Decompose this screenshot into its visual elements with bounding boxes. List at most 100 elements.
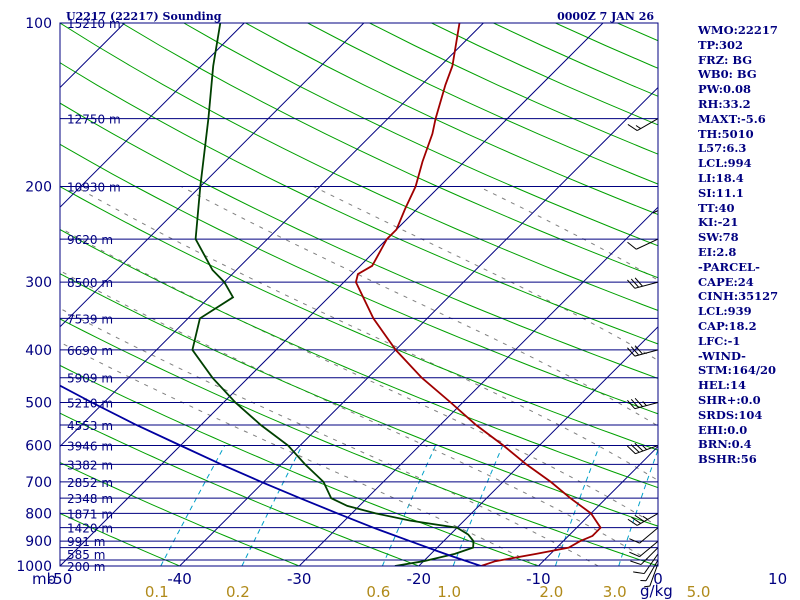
temperature-profile-line — [354, 23, 602, 566]
pressure-tick-label: 800 — [25, 506, 52, 522]
height-label: 8500 m — [67, 276, 113, 290]
sounding-profiles — [60, 23, 602, 566]
index-item: STM:164/20 — [698, 363, 777, 378]
dewpoint-profile-line — [191, 23, 475, 566]
wind-barb — [626, 442, 659, 455]
parcel-profile-line — [60, 384, 482, 566]
dry-adiabat-line — [60, 273, 658, 527]
wind-barb — [630, 547, 659, 566]
index-item: WB0: BG — [698, 67, 757, 82]
moist-adiabat-line — [60, 307, 599, 566]
isotherm-line — [537, 445, 658, 566]
index-item: CAPE:24 — [698, 274, 754, 289]
temperature-tick-label: -20 — [407, 570, 432, 588]
index-item: BRN:0.4 — [698, 437, 752, 452]
pressure-tick-label: 500 — [25, 396, 52, 412]
height-label: 991 m — [67, 535, 105, 549]
mixing-ratio-label: 0.2 — [226, 583, 250, 600]
isotherm-line — [0, 23, 5, 578]
mixing-ratio-line — [160, 445, 226, 566]
mixing-ratio-label: 1.0 — [437, 583, 461, 600]
wind-barb — [633, 553, 659, 575]
index-item: SRDS:104 — [698, 407, 763, 422]
isotherm-line — [298, 206, 658, 566]
index-item: PW:0.08 — [698, 82, 752, 97]
index-item: -WIND- — [698, 348, 746, 363]
dry-adiabat-line — [60, 364, 540, 566]
dry-adiabat-line — [60, 461, 301, 566]
height-label: 2348 m — [67, 492, 113, 506]
index-item: SI:11.1 — [698, 185, 744, 200]
index-item: EI:2.8 — [698, 244, 737, 259]
index-item: LCL:994 — [698, 156, 752, 171]
mixing-ratio-label: 0.1 — [145, 583, 169, 600]
index-item: WMO:22217 — [698, 23, 778, 37]
index-item: -PARCEL- — [698, 259, 760, 274]
height-label: 9620 m — [67, 233, 113, 247]
height-label: 1871 m — [67, 507, 113, 521]
temperature-tick-label: -50 — [48, 570, 73, 588]
index-item: HEL:14 — [698, 378, 746, 393]
height-label: 7539 m — [67, 312, 113, 326]
mixing-ratio-label: 3.0 — [603, 583, 627, 600]
index-item: EHI:0.0 — [698, 422, 748, 437]
height-label: 5210 m — [67, 397, 113, 411]
isotherm-line — [60, 23, 484, 448]
isotherm-line — [60, 23, 604, 566]
wind-barb — [644, 563, 659, 588]
height-label: 200 m — [67, 560, 105, 574]
index-item: RH:33.2 — [698, 96, 751, 111]
height-label: 585 m — [67, 548, 105, 562]
pressure-tick-label: 200 — [25, 179, 52, 195]
isotherm-line — [418, 326, 658, 566]
mixing-ratio-label: 5.0 — [687, 583, 711, 600]
temperature-tick-label: -30 — [287, 570, 312, 588]
dry-adiabat-line — [60, 143, 658, 415]
dry-adiabat-line — [60, 62, 658, 345]
pressure-unit-label: mb — [32, 570, 56, 588]
dry-adiabat-line — [60, 512, 181, 566]
index-item: BSHR:56 — [698, 452, 757, 467]
wind-barb — [627, 345, 659, 357]
index-item: LFC:-1 — [698, 333, 741, 348]
height-label: 4553 m — [67, 419, 113, 433]
dry-adiabat-line — [60, 185, 658, 451]
temperature-tick-label: 10 — [768, 570, 787, 588]
index-item: SHR+:0.0 — [698, 392, 761, 407]
index-item: KI:-21 — [698, 215, 739, 230]
height-label: 5909 m — [67, 372, 113, 386]
mixing-ratio-unit-label: g/kg — [640, 582, 673, 600]
height-label: 3382 m — [67, 458, 113, 472]
pressure-tick-label: 900 — [25, 534, 52, 550]
wind-barb — [627, 277, 659, 289]
plot-frame — [59, 22, 659, 567]
index-item: CAP:18.2 — [698, 318, 757, 333]
stability-indices-panel: WMO:22217 TP:302 FRZ: BG WB0: BG PW:0.08 RH:3… — [698, 23, 778, 467]
pressure-tick-label: 300 — [25, 275, 52, 291]
wind-barb — [627, 397, 659, 410]
height-label: 15210 m — [67, 17, 121, 31]
height-label: 3946 m — [67, 440, 113, 454]
mixing-ratio-label: 0.6 — [366, 583, 390, 600]
height-label: 10930 m — [67, 180, 121, 194]
pressure-tick-label: 700 — [25, 475, 52, 491]
wind-barb — [640, 559, 659, 582]
station-title: U2217 (22217) Sounding — [66, 10, 222, 23]
pressure-tick-label: 400 — [25, 343, 52, 359]
height-label: 1420 m — [67, 522, 113, 536]
temperature-tick-label: -10 — [526, 570, 551, 588]
index-item: TH:5010 — [698, 126, 754, 141]
wind-barb — [627, 238, 659, 250]
wind-barb — [627, 512, 659, 526]
diagram-grid — [0, 23, 658, 578]
pressure-tick-label: 600 — [25, 439, 52, 455]
height-label: 6690 m — [67, 344, 113, 358]
isotherm-line — [60, 23, 365, 328]
index-item: TP:302 — [698, 37, 744, 52]
index-item: SW:78 — [698, 230, 739, 245]
index-item: L57:6.3 — [698, 141, 747, 156]
wind-barb — [629, 527, 659, 544]
height-label: 12750 m — [67, 113, 121, 127]
